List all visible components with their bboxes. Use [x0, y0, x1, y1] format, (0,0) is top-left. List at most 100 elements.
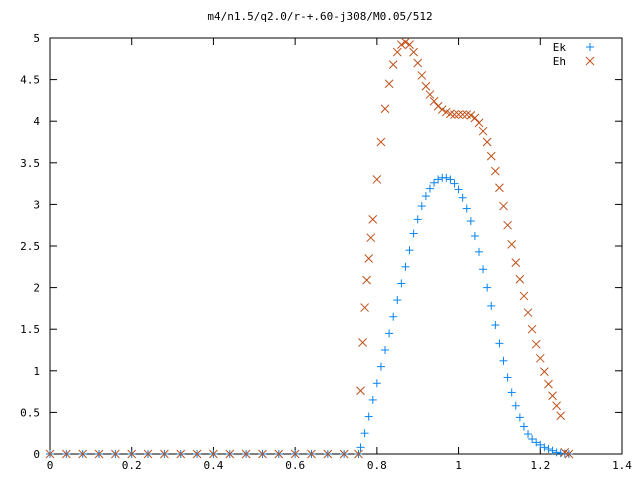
series-point	[61, 449, 71, 459]
series-point	[429, 96, 439, 106]
series-point	[209, 449, 218, 459]
series-point	[127, 449, 137, 459]
series-point	[507, 239, 517, 249]
y-axis: 0 0.5 1 1.5 2 2.5 3 3.5 4 4.5 5	[20, 32, 622, 461]
series-point	[409, 47, 418, 57]
legend-marker	[585, 56, 595, 66]
series-point	[454, 110, 463, 119]
series-point	[372, 175, 382, 184]
series-point	[274, 449, 284, 459]
series-point	[358, 338, 367, 347]
legend-label-eh: Eh	[553, 55, 566, 68]
series-point	[478, 126, 488, 136]
y-tick-label: 1.5	[20, 323, 40, 336]
x-tick-label: 1.2	[530, 459, 550, 472]
y-tick-label: 3.5	[20, 157, 40, 170]
series-point	[499, 201, 508, 211]
series-point	[354, 449, 363, 459]
y-tick-label: 0.5	[20, 406, 40, 419]
series-point	[94, 449, 104, 459]
series-point	[384, 79, 394, 89]
series-point	[446, 109, 455, 119]
series-point	[564, 449, 574, 459]
series-point	[225, 449, 235, 459]
x-tick-label: 0.6	[285, 459, 305, 472]
y-tick-label: 5	[33, 32, 40, 45]
x-tick-label: 1	[455, 459, 462, 472]
y-tick-label: 4.5	[20, 74, 40, 87]
series-point	[523, 308, 533, 317]
series-eh	[45, 37, 574, 459]
series-point	[544, 379, 553, 389]
series-point	[339, 449, 349, 459]
series-point	[307, 449, 316, 459]
series-point	[531, 339, 541, 349]
series-layer	[45, 37, 574, 459]
series-point	[437, 105, 447, 114]
series-point	[511, 258, 521, 267]
series-point	[413, 58, 423, 68]
series-point	[397, 40, 406, 50]
series-point	[143, 449, 153, 459]
series-point	[364, 254, 374, 263]
series-point	[552, 401, 561, 411]
series-point	[111, 449, 120, 459]
y-tick-label: 4	[33, 115, 40, 128]
series-point	[503, 220, 512, 230]
series-point	[258, 449, 267, 459]
series-point	[45, 449, 55, 459]
plot-border	[49, 37, 623, 455]
series-point	[192, 449, 202, 459]
series-point	[417, 71, 427, 80]
series-point	[78, 449, 88, 459]
series-point	[376, 137, 386, 147]
series-point	[323, 449, 333, 459]
chart-title: m4/n1.5/q2.0/r-+.60-j308/M0.05/512	[207, 10, 432, 23]
series-point	[470, 113, 480, 123]
series-point	[362, 275, 371, 285]
y-tick-label: 3	[33, 198, 40, 211]
series-point	[405, 40, 414, 50]
legend-label-ek: Ek	[553, 41, 567, 54]
series-point	[425, 90, 435, 99]
series-point	[392, 47, 402, 57]
series-point	[535, 353, 545, 363]
series-point	[519, 291, 529, 301]
series-point	[421, 81, 431, 91]
series-point	[441, 107, 451, 117]
x-tick-label: 0.4	[203, 459, 223, 472]
series-point	[356, 386, 365, 396]
series-point	[366, 233, 376, 243]
series-point	[433, 101, 443, 111]
series-point	[474, 118, 484, 128]
series-point	[527, 324, 537, 334]
series-point	[548, 391, 557, 401]
x-tick-label: 0	[47, 459, 54, 472]
series-point	[450, 110, 459, 119]
series-point	[380, 104, 390, 114]
y-tick-label: 2.5	[20, 240, 40, 253]
series-point	[556, 411, 566, 421]
series-ek	[46, 173, 573, 458]
series-point	[490, 166, 500, 176]
series-point	[176, 449, 186, 459]
series-point	[466, 111, 476, 120]
series-point	[368, 215, 378, 224]
plot-frame	[49, 37, 623, 455]
x-tick-label: 0.8	[367, 459, 387, 472]
series-point	[290, 449, 300, 459]
series-point	[560, 447, 570, 457]
series-point	[388, 60, 398, 69]
x-axis: 0 0.2 0.4 0.6 0.8 1 1.2 1.4	[47, 38, 632, 472]
series-point	[515, 274, 525, 284]
series-point	[401, 37, 410, 47]
series-point	[360, 303, 369, 312]
y-tick-label: 2	[33, 282, 40, 295]
series-point	[486, 151, 496, 161]
x-tick-label: 0.2	[122, 459, 142, 472]
y-tick-label: 1	[33, 365, 40, 378]
y-tick-label: 0	[33, 448, 40, 461]
series-point	[540, 367, 549, 376]
